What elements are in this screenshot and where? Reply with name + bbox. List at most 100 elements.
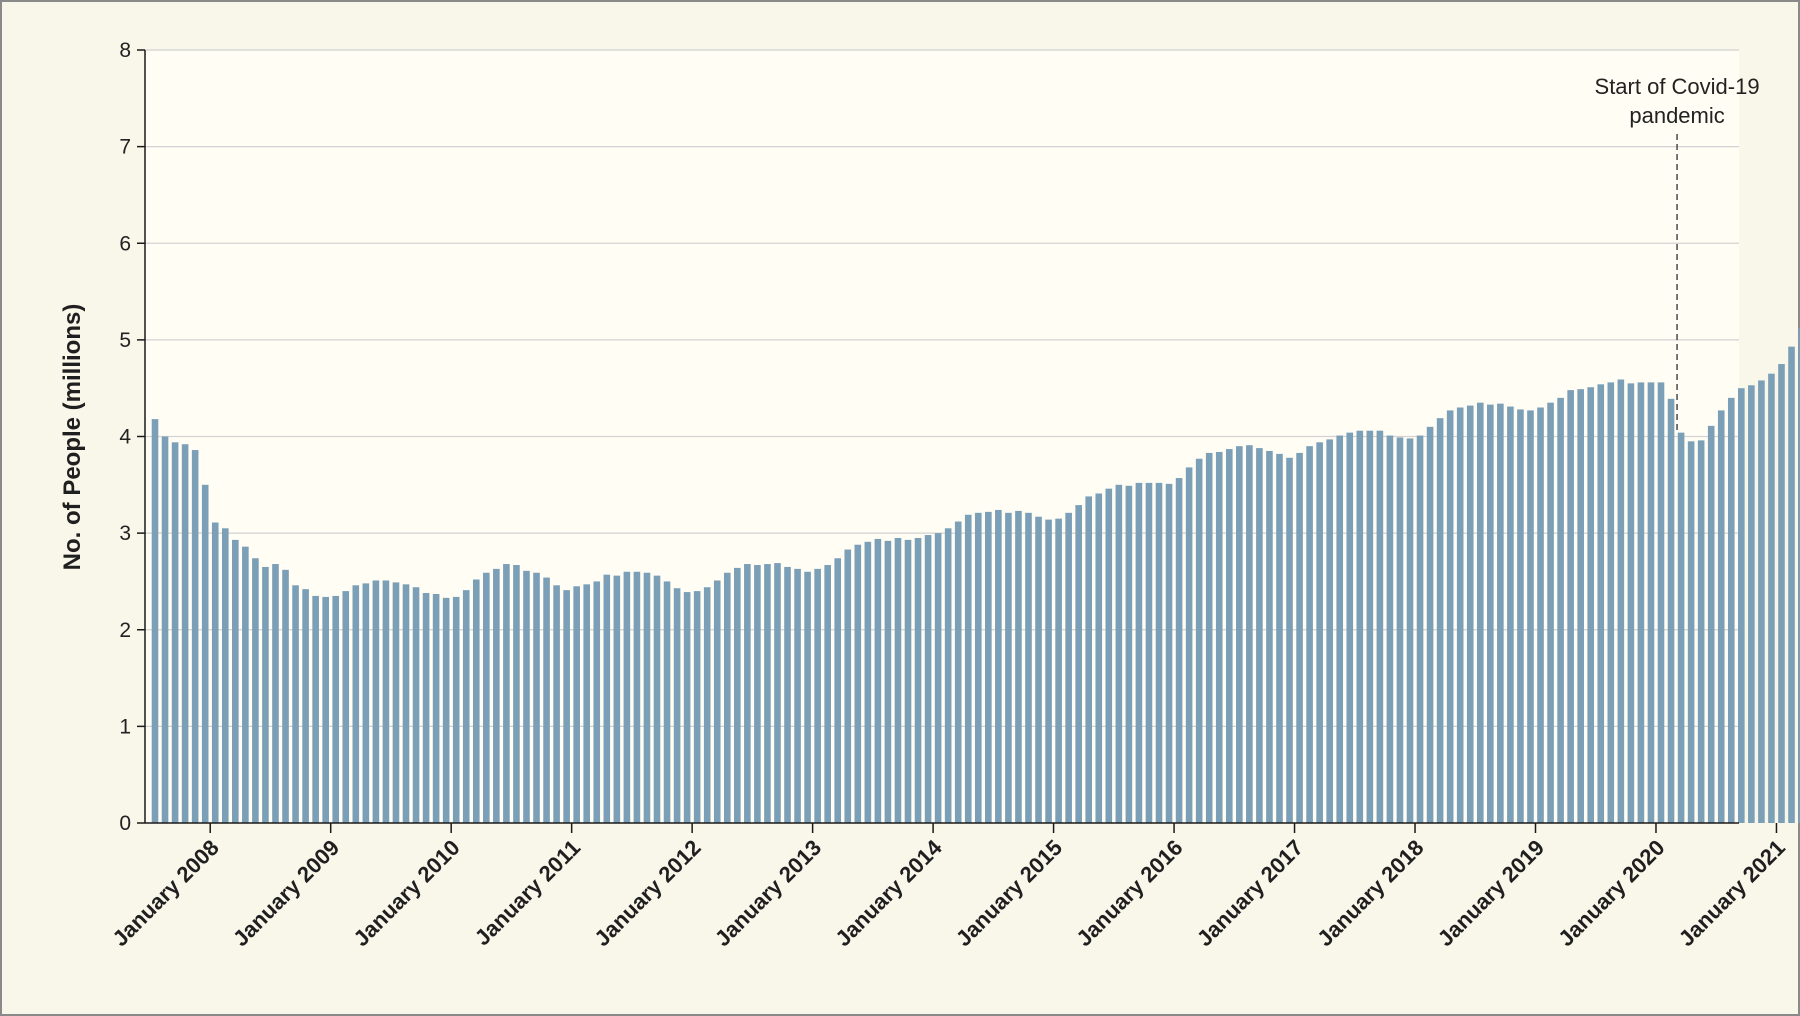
bar — [211, 522, 219, 823]
bar — [1517, 409, 1524, 823]
bar — [703, 587, 711, 823]
bar — [513, 565, 520, 823]
covid-annotation: Start of Covid-19 pandemic — [1595, 74, 1760, 431]
bar — [372, 580, 380, 823]
bar — [362, 583, 370, 823]
bar — [854, 544, 862, 823]
bar — [1025, 512, 1032, 823]
bar — [643, 572, 651, 823]
bar — [723, 572, 731, 823]
bar — [523, 570, 530, 823]
bar — [563, 590, 570, 823]
bar — [804, 571, 811, 823]
bar — [1256, 448, 1263, 823]
bar — [1697, 440, 1705, 823]
x-tick-label: January 2015 — [951, 835, 1067, 951]
bar — [553, 585, 560, 823]
bar — [1075, 505, 1082, 823]
bar — [1065, 512, 1072, 823]
bar — [1045, 519, 1052, 823]
annotation-text-line2: pandemic — [1629, 103, 1724, 128]
bar — [161, 436, 169, 823]
bar — [1677, 432, 1685, 823]
bar — [1707, 425, 1715, 823]
bar — [382, 580, 390, 823]
bar — [352, 585, 360, 823]
bar — [1195, 458, 1203, 823]
bar — [693, 591, 701, 823]
y-tick-label: 4 — [119, 426, 131, 449]
bar — [794, 568, 801, 823]
bar — [1185, 467, 1193, 823]
bar — [252, 558, 259, 823]
x-tick-label: January 2022 — [1794, 835, 1800, 951]
bar — [1687, 441, 1695, 823]
x-tick-label: January 2009 — [228, 835, 344, 951]
bar — [302, 589, 309, 823]
bar — [824, 565, 831, 823]
bar — [1296, 452, 1303, 823]
bar — [1125, 485, 1133, 823]
bar — [1426, 426, 1434, 823]
bar — [964, 514, 972, 823]
bar — [814, 568, 821, 823]
x-tick-label: January 2019 — [1433, 835, 1549, 951]
bars — [151, 328, 1800, 824]
bar — [1145, 482, 1153, 823]
bar — [1627, 383, 1635, 823]
bar — [1386, 435, 1394, 823]
bar — [1095, 493, 1103, 823]
bar — [1727, 397, 1735, 823]
bar — [623, 571, 631, 823]
bar — [1416, 435, 1424, 823]
bar — [232, 539, 239, 823]
bar — [332, 595, 340, 823]
x-tick-label: January 2017 — [1192, 835, 1308, 951]
bar — [734, 567, 741, 823]
x-tick-label: January 2021 — [1674, 835, 1790, 951]
bar — [402, 584, 410, 823]
bar — [1738, 388, 1745, 823]
y-tick-label: 2 — [119, 619, 131, 642]
bar — [573, 586, 580, 823]
bar — [1105, 488, 1113, 823]
y-tick-label: 1 — [119, 715, 131, 738]
bar — [272, 564, 279, 823]
bar — [282, 569, 289, 823]
bar — [342, 591, 350, 823]
bar — [181, 444, 189, 823]
y-tick-label: 8 — [119, 39, 131, 62]
bar — [774, 563, 781, 823]
bar — [1306, 446, 1313, 823]
bar — [1175, 478, 1183, 823]
y-tick-label: 6 — [119, 232, 131, 255]
bar — [673, 588, 681, 823]
bar — [974, 512, 982, 823]
bar — [954, 521, 962, 823]
bar — [533, 572, 540, 823]
bar — [1135, 482, 1143, 823]
bar — [422, 593, 430, 823]
y-ticks: 0 1 2 3 4 5 6 7 8 — [119, 39, 145, 835]
bar — [1577, 389, 1584, 823]
bar — [754, 565, 761, 823]
bar — [713, 580, 721, 823]
bar — [1597, 384, 1605, 823]
bar — [1466, 405, 1474, 823]
bar — [894, 537, 902, 823]
bar — [593, 581, 601, 823]
bar — [1346, 432, 1354, 823]
bar — [1015, 510, 1022, 823]
bar — [1376, 430, 1384, 823]
x-tick-label: January 2008 — [107, 835, 223, 951]
bar — [1436, 418, 1444, 823]
bar — [242, 546, 249, 823]
annotation-text-line1: Start of Covid-19 — [1595, 74, 1760, 99]
bar — [613, 575, 621, 823]
bar — [472, 579, 480, 823]
bar — [1607, 382, 1615, 823]
bar — [1286, 457, 1293, 823]
bar — [322, 596, 329, 823]
bar — [1507, 406, 1514, 823]
